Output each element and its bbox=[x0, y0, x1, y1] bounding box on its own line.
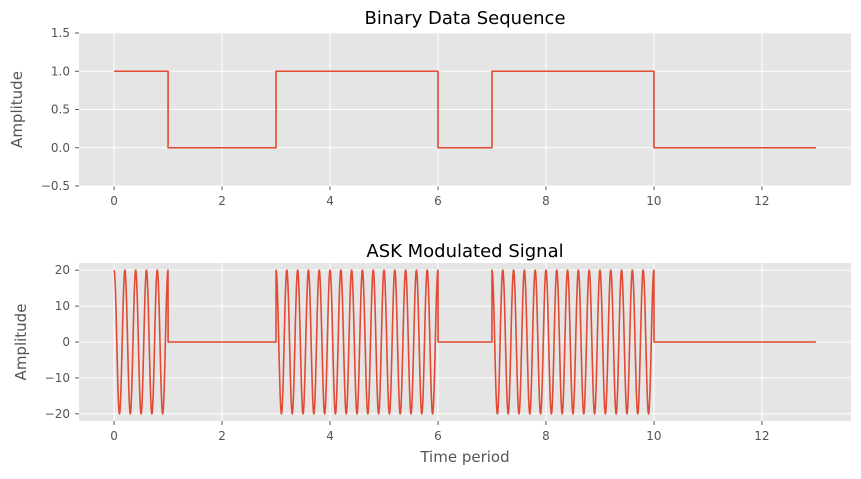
chart-title: ASK Modulated Signal bbox=[366, 241, 563, 262]
y-tick-label: 0.0 bbox=[51, 141, 70, 155]
y-tick-label: 0 bbox=[62, 335, 70, 349]
x-tick-label: 10 bbox=[646, 194, 661, 208]
y-tick-label: 1.5 bbox=[51, 26, 70, 40]
x-tick-label: 12 bbox=[754, 194, 769, 208]
x-tick-label: 2 bbox=[218, 429, 226, 443]
binary-data-axes: 0 2 4 6 8 10 12 −0.5 0.0 0.5 1.0 1.5 Binary Data Seq… bbox=[8, 8, 851, 208]
y-axis-label: Amplitude bbox=[12, 304, 30, 381]
y-tick-label: −10 bbox=[45, 371, 70, 385]
y-tick-label: 20 bbox=[55, 263, 70, 277]
y-tick-label: 1.0 bbox=[51, 64, 70, 78]
x-tick-label: 4 bbox=[326, 194, 334, 208]
y-tick-label: 0.5 bbox=[51, 103, 70, 117]
signal-line bbox=[113, 269, 817, 415]
x-tick-label: 8 bbox=[542, 194, 550, 208]
signal-line bbox=[114, 70, 816, 149]
x-axis-label: Time period bbox=[419, 448, 509, 466]
x-tick-label: 6 bbox=[434, 429, 442, 443]
x-tick-label: 0 bbox=[110, 194, 118, 208]
y-tick-label: 10 bbox=[55, 299, 70, 313]
x-tick-label: 8 bbox=[542, 429, 550, 443]
x-tick-label: 10 bbox=[646, 429, 661, 443]
x-tick-label: 12 bbox=[754, 429, 769, 443]
y-tick-label: −20 bbox=[45, 407, 70, 421]
y-axis-label: Amplitude bbox=[8, 71, 26, 148]
x-tick-label: 0 bbox=[110, 429, 118, 443]
x-tick-label: 6 bbox=[434, 194, 442, 208]
x-tick-label: 2 bbox=[218, 194, 226, 208]
ask-signal-axes: 0 2 4 6 8 10 12 −20 −10 0 10 20 ASK Modulated Signal… bbox=[12, 241, 851, 466]
x-tick-label: 4 bbox=[326, 429, 334, 443]
y-tick-label: −0.5 bbox=[41, 179, 70, 193]
chart-title: Binary Data Sequence bbox=[364, 8, 565, 29]
